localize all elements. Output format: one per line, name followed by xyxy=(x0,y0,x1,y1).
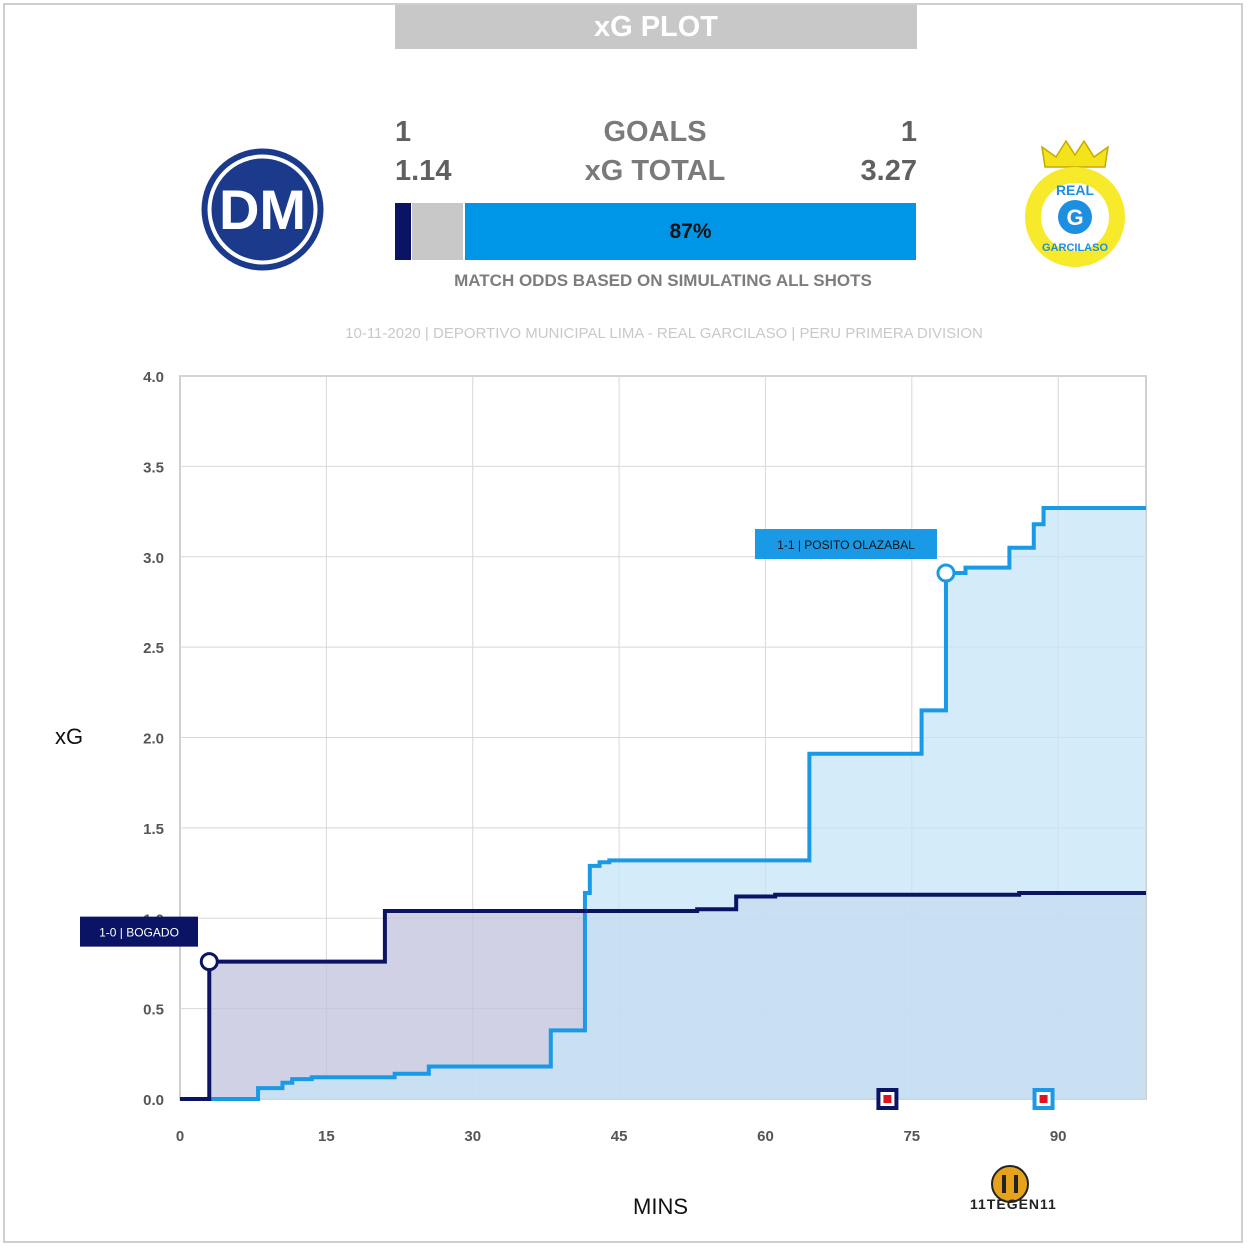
y-tick-label: 2.5 xyxy=(143,640,164,657)
y-tick-label: 2.0 xyxy=(143,731,164,748)
away-logo-letter: G xyxy=(1066,205,1083,230)
home-goal-label-box xyxy=(80,916,198,947)
x-tick-label: 60 xyxy=(757,1128,774,1145)
home-xg-line xyxy=(180,890,1146,1101)
x-tick-label: 0 xyxy=(176,1128,184,1145)
x-tick-label: 30 xyxy=(464,1128,481,1145)
brand-text: 11TEGEN11 xyxy=(970,1196,1057,1212)
goals-label: GOALS xyxy=(603,116,707,148)
page-title: xG PLOT xyxy=(395,5,917,49)
outer-frame xyxy=(3,3,1243,1243)
away-red-card-icon xyxy=(1039,1095,1048,1103)
away-goal-marker xyxy=(936,563,956,583)
y-tick-label: 3.5 xyxy=(143,459,164,476)
odds-home-segment xyxy=(395,203,411,260)
home-logo-text: DM xyxy=(219,178,306,241)
y-axis-label: xG xyxy=(55,724,84,749)
away-team-logo: G REAL GARCILASO xyxy=(1025,139,1125,267)
away-xg-area xyxy=(180,507,1146,1099)
odds-away-segment: 87% xyxy=(465,203,916,260)
x-tick-label: 45 xyxy=(611,1128,628,1145)
away-goal-label-box xyxy=(754,529,937,560)
home-goals: 1 xyxy=(395,116,412,148)
y-tick-label: 0.0 xyxy=(143,1092,164,1109)
y-tick-label: 4.0 xyxy=(143,369,164,386)
home-goal-marker xyxy=(199,952,219,972)
away-xg-line xyxy=(180,505,1146,1101)
home-red-card-icon xyxy=(883,1095,892,1103)
odds-caption: MATCH ODDS BASED ON SIMULATING ALL SHOTS xyxy=(454,271,872,290)
xg-total-label: xG TOTAL xyxy=(584,155,726,187)
home-goal-label: 1-0 | BOGADO xyxy=(99,926,179,940)
away-goal-label: 1-1 | POSITO OLAZABAL xyxy=(777,538,915,552)
x-tick-label: 90 xyxy=(1050,1128,1067,1145)
brand-logo-icon xyxy=(991,1165,1029,1203)
match-odds-bar: 87% xyxy=(395,203,916,260)
away-xg-total: 3.27 xyxy=(860,155,917,187)
match-info: 10-11-2020 | DEPORTIVO MUNICIPAL LIMA - … xyxy=(345,325,983,342)
home-xg-total: 1.14 xyxy=(395,155,452,187)
away-goals: 1 xyxy=(900,116,917,148)
x-tick-label: 75 xyxy=(903,1128,920,1145)
x-axis-label: MINS xyxy=(633,1194,688,1219)
y-tick-label: 0.5 xyxy=(143,1002,164,1019)
home-team-logo: DM xyxy=(201,148,324,271)
x-tick-label: 15 xyxy=(318,1128,335,1145)
odds-draw-segment xyxy=(412,203,463,260)
y-tick-label: 1.5 xyxy=(143,821,164,838)
away-logo-bottom-text: GARCILASO xyxy=(1042,242,1108,254)
y-tick-label: 3.0 xyxy=(143,550,164,567)
away-logo-top-text: REAL xyxy=(1056,182,1095,198)
